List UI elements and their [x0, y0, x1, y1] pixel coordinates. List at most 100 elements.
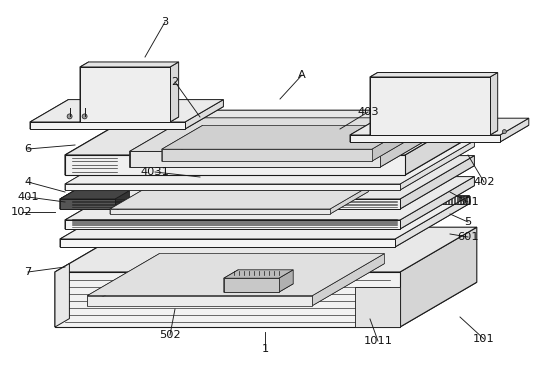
Polygon shape — [55, 264, 69, 327]
Polygon shape — [224, 284, 293, 292]
Polygon shape — [110, 209, 330, 214]
Text: 7: 7 — [25, 267, 32, 277]
Circle shape — [67, 114, 72, 119]
Polygon shape — [130, 152, 380, 167]
Text: 2: 2 — [171, 77, 178, 87]
Polygon shape — [162, 126, 413, 149]
Polygon shape — [80, 62, 179, 67]
Text: 401: 401 — [17, 192, 39, 202]
Polygon shape — [60, 199, 115, 209]
Polygon shape — [65, 185, 474, 229]
Polygon shape — [162, 149, 372, 161]
Polygon shape — [224, 270, 238, 292]
Polygon shape — [60, 191, 129, 199]
Text: 4031: 4031 — [140, 167, 169, 177]
Polygon shape — [80, 117, 179, 122]
Polygon shape — [65, 110, 482, 155]
Polygon shape — [60, 204, 469, 247]
Polygon shape — [30, 107, 223, 129]
Text: 402: 402 — [473, 177, 494, 187]
Polygon shape — [312, 254, 384, 306]
Circle shape — [82, 114, 87, 119]
Polygon shape — [88, 264, 384, 306]
Text: 6: 6 — [25, 144, 32, 154]
Polygon shape — [224, 278, 279, 292]
Polygon shape — [65, 176, 474, 220]
Polygon shape — [65, 141, 139, 190]
Polygon shape — [115, 191, 129, 209]
Polygon shape — [130, 134, 437, 167]
Polygon shape — [380, 118, 437, 167]
Polygon shape — [80, 62, 89, 122]
Polygon shape — [88, 296, 312, 306]
Polygon shape — [60, 166, 474, 209]
Polygon shape — [60, 156, 474, 199]
Polygon shape — [130, 118, 437, 152]
Polygon shape — [30, 100, 223, 122]
Text: A: A — [298, 70, 306, 80]
Text: 1: 1 — [261, 344, 269, 354]
Polygon shape — [60, 201, 129, 209]
Polygon shape — [65, 155, 405, 175]
Polygon shape — [65, 147, 474, 190]
Polygon shape — [65, 130, 482, 175]
Polygon shape — [65, 141, 474, 184]
Polygon shape — [60, 196, 135, 247]
Polygon shape — [350, 118, 529, 135]
Text: 102: 102 — [11, 207, 33, 217]
Polygon shape — [350, 125, 529, 142]
Text: 5: 5 — [465, 217, 472, 227]
Circle shape — [502, 130, 506, 133]
Polygon shape — [65, 110, 142, 175]
Polygon shape — [130, 118, 187, 167]
Polygon shape — [372, 126, 413, 161]
Polygon shape — [65, 184, 400, 190]
Polygon shape — [405, 110, 482, 175]
Polygon shape — [224, 270, 293, 278]
Polygon shape — [30, 122, 185, 129]
Text: 3: 3 — [161, 17, 169, 27]
Polygon shape — [355, 287, 400, 327]
Polygon shape — [60, 191, 74, 209]
Polygon shape — [400, 141, 474, 190]
Polygon shape — [350, 118, 379, 142]
Polygon shape — [162, 137, 413, 161]
Polygon shape — [60, 239, 395, 247]
Polygon shape — [65, 176, 139, 229]
Polygon shape — [60, 199, 400, 209]
Text: 501: 501 — [457, 197, 479, 207]
Polygon shape — [370, 77, 490, 135]
Polygon shape — [60, 196, 469, 239]
Text: 1011: 1011 — [364, 336, 392, 346]
Polygon shape — [279, 270, 293, 292]
Polygon shape — [88, 254, 160, 306]
Polygon shape — [370, 72, 378, 135]
Polygon shape — [370, 130, 498, 135]
Polygon shape — [395, 196, 469, 247]
Polygon shape — [80, 67, 170, 122]
Polygon shape — [330, 187, 368, 214]
Polygon shape — [110, 187, 148, 214]
Polygon shape — [370, 72, 498, 77]
Polygon shape — [55, 227, 477, 272]
Polygon shape — [55, 282, 477, 327]
Polygon shape — [55, 227, 132, 327]
Text: 403: 403 — [357, 107, 379, 117]
Polygon shape — [55, 272, 400, 327]
Polygon shape — [88, 254, 384, 296]
Text: 101: 101 — [473, 334, 495, 344]
Polygon shape — [65, 220, 400, 229]
Polygon shape — [110, 187, 368, 209]
Polygon shape — [400, 156, 474, 209]
Polygon shape — [170, 62, 179, 122]
Polygon shape — [185, 100, 223, 129]
Polygon shape — [162, 126, 202, 161]
Text: 4: 4 — [25, 177, 32, 187]
Polygon shape — [400, 176, 474, 229]
Polygon shape — [490, 72, 498, 135]
Text: 502: 502 — [159, 330, 181, 340]
Polygon shape — [400, 227, 477, 327]
Polygon shape — [500, 118, 529, 142]
Polygon shape — [110, 192, 368, 214]
Polygon shape — [60, 156, 135, 209]
